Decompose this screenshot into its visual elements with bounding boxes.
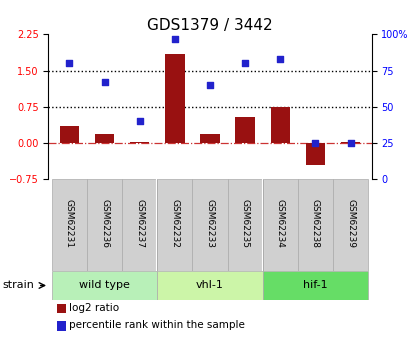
Bar (192, 179, 228, 271)
Bar (87, 179, 122, 271)
Point (171, 36, 178, 42)
Text: percentile rank within the sample: percentile rank within the sample (69, 321, 245, 330)
Bar (298, 179, 333, 271)
Point (207, 82, 213, 88)
Bar (270, 107, 290, 143)
Text: GSM62231: GSM62231 (65, 199, 74, 248)
Text: GSM62233: GSM62233 (205, 199, 215, 248)
Bar (165, 54, 184, 143)
Bar (122, 179, 157, 271)
Title: GDS1379 / 3442: GDS1379 / 3442 (147, 18, 273, 33)
Text: strain: strain (2, 280, 34, 290)
Bar (52, 179, 87, 271)
Bar (60, 126, 79, 143)
Text: wild type: wild type (79, 280, 130, 290)
Text: GSM62238: GSM62238 (311, 199, 320, 248)
Bar (263, 179, 298, 271)
Text: GSM62235: GSM62235 (241, 199, 249, 248)
Bar (333, 179, 368, 271)
Point (312, 140, 319, 146)
Bar (341, 142, 360, 143)
Text: GSM62239: GSM62239 (346, 199, 355, 248)
Bar (263, 271, 368, 300)
Point (136, 119, 143, 124)
Bar (95, 135, 114, 143)
Bar (130, 142, 150, 143)
Bar (306, 143, 325, 165)
Text: hif-1: hif-1 (303, 280, 328, 290)
Bar (236, 117, 255, 143)
Bar (52, 271, 157, 300)
Text: GSM62237: GSM62237 (135, 199, 144, 248)
Bar (157, 179, 192, 271)
Bar (200, 134, 220, 143)
Text: GSM62236: GSM62236 (100, 199, 109, 248)
Bar (228, 179, 263, 271)
Text: vhl-1: vhl-1 (196, 280, 224, 290)
Point (66, 61, 73, 66)
Point (277, 56, 284, 62)
Point (347, 140, 354, 146)
Point (101, 80, 108, 85)
Text: GSM62232: GSM62232 (171, 199, 179, 248)
Text: log2 ratio: log2 ratio (69, 303, 119, 313)
Text: GSM62234: GSM62234 (276, 199, 285, 248)
Point (242, 61, 249, 66)
Bar (157, 271, 263, 300)
